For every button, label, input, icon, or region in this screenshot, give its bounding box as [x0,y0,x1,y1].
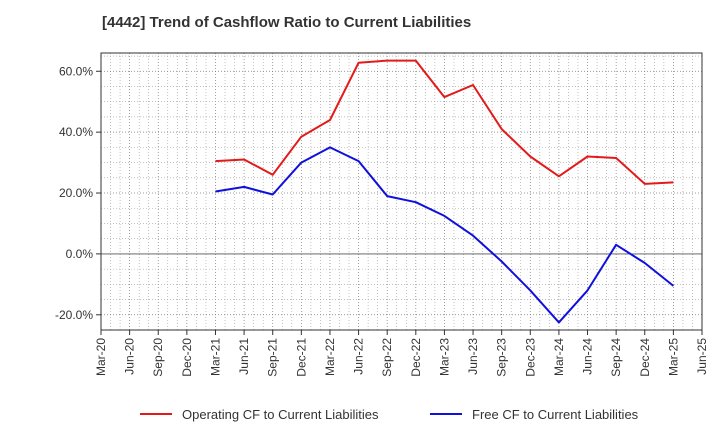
x-tick-label: Mar-21 [208,338,222,376]
y-tick-label: 40.0% [59,125,93,139]
x-tick-label: Sep-21 [266,338,280,377]
x-tick-label: Mar-22 [323,338,337,376]
x-tick-label: Dec-23 [523,338,537,377]
chart-title: [4442] Trend of Cashflow Ratio to Curren… [102,14,472,31]
x-tick-label: Jun-20 [123,338,137,375]
x-tick-label: Jun-23 [466,338,480,375]
y-tick-label: 20.0% [59,186,93,200]
y-tick-label: -20.0% [55,308,93,322]
x-tick-label: Mar-24 [552,338,566,376]
plot-border [100,52,703,331]
x-tick-label: Dec-24 [638,338,652,377]
x-tick-label: Jun-21 [237,338,251,375]
x-tick-label: Dec-21 [294,338,308,377]
x-tick-label: Sep-22 [380,338,394,377]
x-tick-label: Sep-24 [609,338,623,377]
x-tick-label: Mar-25 [666,338,680,376]
legend-label: Operating CF to Current Liabilities [182,407,379,422]
x-tick-label: Jun-25 [695,338,709,375]
x-tick-label: Jun-24 [581,338,595,375]
x-tick-label: Dec-22 [409,338,423,377]
x-tick-label: Jun-22 [352,338,366,375]
series-line-operating-cf [215,59,674,185]
series-line-free-cf [215,146,675,324]
y-tick-label: 60.0% [59,64,93,78]
x-tick-label: Mar-23 [437,338,451,376]
legend-label: Free CF to Current Liabilities [472,407,639,422]
x-tick-label: Sep-23 [495,338,509,377]
x-tick-label: Mar-20 [94,338,108,376]
y-tick-label: 0.0% [66,247,94,261]
x-tick-label: Dec-20 [180,338,194,377]
plot-area [101,53,702,330]
x-tick-label: Sep-20 [151,338,165,377]
